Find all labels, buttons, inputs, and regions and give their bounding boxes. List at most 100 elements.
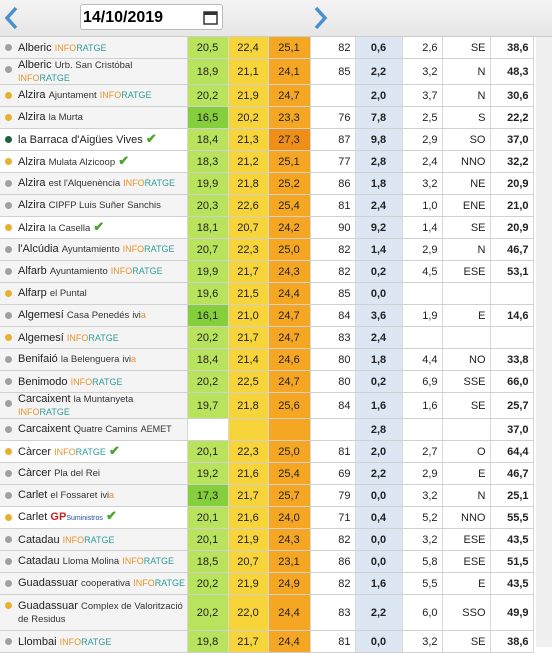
- wind-direction: S: [442, 106, 491, 129]
- avg-temp-value: 22,4: [237, 41, 259, 54]
- source: AEMET: [140, 424, 172, 434]
- wind-direction-value: ESE: [463, 533, 486, 546]
- min-temp-value: 20,5: [196, 41, 219, 54]
- wind-direction: [442, 326, 491, 349]
- max-temp-value: 25,6: [278, 399, 300, 412]
- town: la Barraca d'Aigües Vives: [18, 134, 143, 146]
- max-temp-value: 25,4: [278, 467, 300, 480]
- wind-direction: NNO: [442, 506, 491, 529]
- station-row: Guadassuar cooperativa INFORATGE 20,2 21,9…: [0, 572, 534, 595]
- date: 14/10/2019: [83, 9, 164, 26]
- wind-speed-value: 2,7: [422, 445, 438, 458]
- rain-value: 3,6: [370, 309, 387, 322]
- humidity-value: 87: [338, 133, 351, 146]
- min-temp: 19,7: [187, 392, 229, 419]
- place: Quatre Camins: [73, 424, 138, 435]
- wind-speed-value: 4,5: [422, 265, 438, 278]
- prev-arrow[interactable]: [2, 5, 20, 31]
- avg-temp: 21,7: [228, 484, 269, 507]
- source: INFO: [18, 407, 40, 417]
- humidity: 84: [310, 304, 356, 327]
- station-name: Alzira CIPFP Luis Suñer Sanchis: [0, 194, 188, 217]
- wind-gust-value: 46,7: [507, 467, 529, 480]
- station-row: Alzira Ajuntament INFORATGE 20,2 21,9 24,7 2…: [0, 84, 534, 107]
- avg-temp: 20,7: [228, 550, 269, 573]
- rain-value: 9,2: [370, 221, 387, 234]
- max-temp: 24,4: [268, 594, 311, 631]
- source: INFO: [62, 534, 85, 545]
- max-temp: [268, 418, 311, 441]
- wind-speed: 5,5: [402, 572, 443, 595]
- avg-temp-value: 21,9: [237, 89, 259, 102]
- avg-temp-value: 22,3: [237, 243, 259, 256]
- town: Alberic: [18, 41, 52, 54]
- rain-value: 0,0: [370, 635, 387, 648]
- humidity: 82: [310, 238, 356, 261]
- place: la Casella: [48, 222, 91, 234]
- wind-direction-value: ESE: [463, 555, 486, 568]
- max-temp-value: 24,2: [278, 221, 300, 234]
- station-row: Alzira Mulata Alzicoop ✔ 18,3 21,2 25,1 77 2,…: [0, 150, 534, 173]
- date-bar: 14/10/2019: [0, 0, 552, 37]
- wind-direction: E: [442, 304, 491, 327]
- min-temp-value: 20,2: [196, 606, 219, 619]
- rain-value: 9,8: [370, 133, 387, 146]
- town: Catadau: [18, 533, 60, 546]
- max-temp: 24,4: [268, 282, 311, 305]
- station-name: Alzira Ajuntament INFORATGE: [0, 84, 188, 107]
- check-icon: ✔: [108, 443, 120, 458]
- rain: 2,0: [355, 84, 403, 107]
- max-temp-value: 25,0: [278, 445, 300, 458]
- status-dot: [5, 470, 12, 477]
- rain: 7,8: [355, 106, 403, 129]
- max-temp: 24,3: [268, 260, 311, 283]
- scrollbar[interactable]: [536, 37, 552, 647]
- wind-speed-value: 6,0: [422, 606, 438, 619]
- avg-temp-value: 21,7: [237, 265, 259, 278]
- avg-temp-value: 22,6: [237, 199, 259, 212]
- wind-gust: 37,0: [490, 418, 534, 441]
- station-name: Guadassuar cooperativa INFORATGE: [0, 572, 188, 595]
- rain-value: 0,2: [370, 265, 387, 278]
- source: RATGE: [81, 636, 112, 647]
- humidity-value: 71: [338, 511, 351, 524]
- min-temp: 18,9: [187, 58, 229, 85]
- wind-speed: 3,2: [402, 58, 443, 85]
- humidity: 90: [310, 216, 356, 239]
- avg-temp-value: 21,1: [237, 65, 259, 78]
- wind-speed: 1,9: [402, 304, 443, 327]
- max-temp-value: 25,1: [278, 155, 300, 168]
- wind-gust: 55,5: [490, 506, 534, 529]
- date-picker[interactable]: 14/10/2019: [80, 4, 223, 30]
- humidity-value: 82: [338, 577, 351, 590]
- calendar-icon[interactable]: [203, 10, 218, 25]
- wind-direction: N: [442, 484, 491, 507]
- rain-value: 1,6: [370, 577, 387, 590]
- rain-value: 1,8: [370, 177, 387, 190]
- rain-value: 0,6: [370, 41, 387, 54]
- max-temp-value: 27,3: [278, 133, 300, 146]
- next-arrow[interactable]: [312, 5, 330, 31]
- humidity-value: 79: [338, 489, 351, 502]
- wind-speed-value: 2,6: [422, 41, 438, 54]
- avg-temp-value: 21,7: [237, 635, 259, 648]
- wind-speed: 2,9: [402, 462, 443, 485]
- wind-speed-value: 2,5: [422, 111, 438, 124]
- wind-speed-value: 1,0: [422, 199, 438, 212]
- humidity: 83: [310, 594, 356, 631]
- avg-temp: 21,7: [228, 260, 269, 283]
- wind-speed-value: 2,9: [422, 243, 438, 256]
- status-dot: [5, 114, 12, 121]
- wind-gust: 20,9: [490, 216, 534, 239]
- wind-speed-value: 3,7: [422, 89, 438, 102]
- max-temp-value: 24,4: [278, 606, 300, 619]
- humidity-value: 82: [338, 41, 351, 54]
- min-temp: 16,5: [187, 106, 229, 129]
- min-temp: 20,7: [187, 238, 229, 261]
- wind-direction-value: SO: [469, 133, 486, 146]
- rain: 2,0: [355, 440, 403, 463]
- avg-temp: 21,0: [228, 304, 269, 327]
- wind-speed: 3,2: [402, 172, 443, 195]
- source: a: [108, 490, 114, 500]
- station-name: Benimodo INFORATGE: [0, 370, 188, 393]
